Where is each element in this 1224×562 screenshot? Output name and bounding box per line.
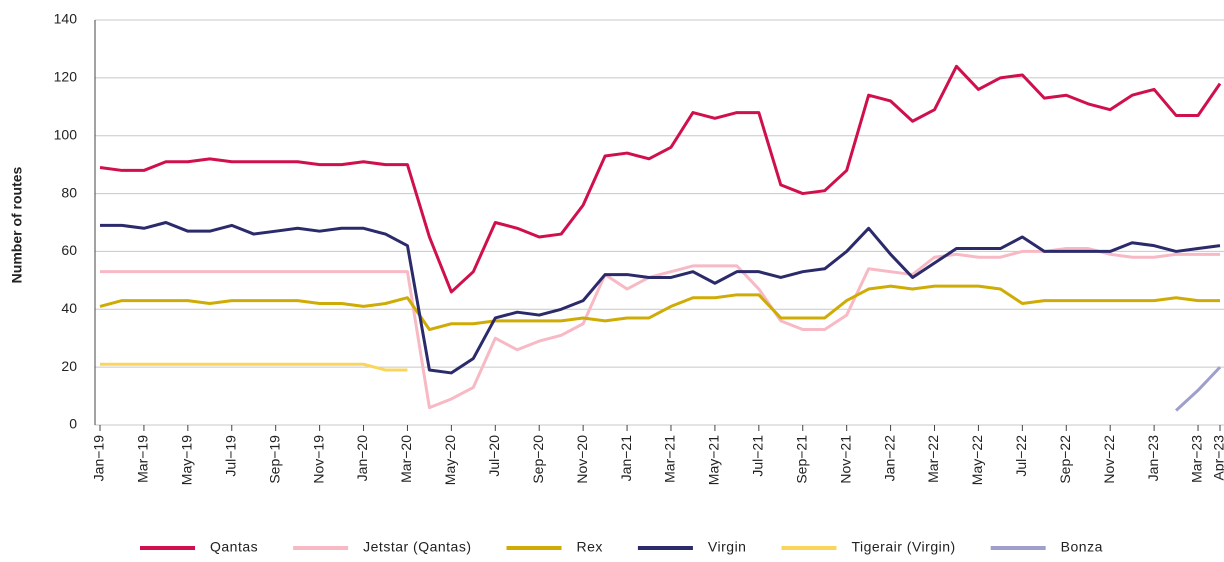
x-tick-label: May−21	[706, 435, 722, 485]
line-series	[100, 221, 1221, 375]
x-tick-label: Jan−20	[354, 435, 370, 482]
x-tick-label: Jul−21	[750, 435, 766, 477]
x-tick-label: Jan−19	[91, 435, 107, 482]
x-tick-label: Mar−22	[925, 435, 941, 483]
x-tick-label: Sep−20	[530, 435, 546, 484]
line-series	[99, 64, 1222, 294]
x-tick-label: Jul−20	[486, 435, 502, 477]
x-tick-label: May−20	[442, 435, 458, 485]
x-tick-label: May−19	[179, 435, 195, 485]
line-series	[99, 284, 1220, 332]
x-tick-label: Nov−20	[574, 435, 590, 484]
y-axis-label: Number of routes	[9, 166, 25, 283]
x-tick-label: Mar−21	[662, 435, 678, 483]
x-tick-label: Nov−22	[1101, 435, 1117, 484]
legend-label: Bonza	[1061, 539, 1103, 555]
legend-label: Rex	[577, 539, 603, 555]
y-tick-label: 40	[61, 300, 77, 316]
x-tick-label: Nov−21	[837, 435, 853, 484]
line-series	[100, 247, 1220, 410]
y-tick-label: 140	[54, 11, 78, 27]
legend-label: Qantas	[210, 539, 258, 555]
y-tick-label: 20	[61, 358, 77, 374]
x-tick-label: Jul−22	[1013, 435, 1029, 477]
legend-label: Virgin	[708, 539, 747, 555]
y-tick-label: 100	[54, 126, 78, 142]
x-tick-label: Jan−21	[618, 435, 634, 482]
x-tick-label: Apr−23	[1211, 435, 1224, 481]
x-tick-label: Sep−21	[793, 435, 809, 484]
x-tick-label: Jan−22	[881, 435, 897, 482]
x-tick-label: Jul−19	[222, 435, 238, 477]
x-tick-label: Sep−19	[266, 435, 282, 484]
y-tick-label: 80	[61, 184, 77, 200]
x-tick-label: May−22	[969, 435, 985, 485]
x-tick-label: Mar−20	[398, 435, 414, 483]
x-tick-label: Jan−23	[1145, 435, 1161, 482]
legend-label: Tigerair (Virgin)	[851, 539, 955, 555]
x-tick-label: Sep−22	[1057, 435, 1073, 484]
legend-label: Jetstar (Qantas)	[363, 539, 471, 555]
y-tick-label: 60	[61, 242, 77, 258]
y-tick-label: 0	[69, 416, 77, 432]
x-tick-label: Mar−23	[1189, 435, 1205, 483]
x-tick-label: Nov−19	[310, 435, 326, 484]
line-series	[100, 362, 408, 372]
x-tick-label: Mar−19	[135, 435, 151, 483]
y-tick-label: 120	[54, 69, 78, 85]
line-series	[1175, 366, 1222, 412]
